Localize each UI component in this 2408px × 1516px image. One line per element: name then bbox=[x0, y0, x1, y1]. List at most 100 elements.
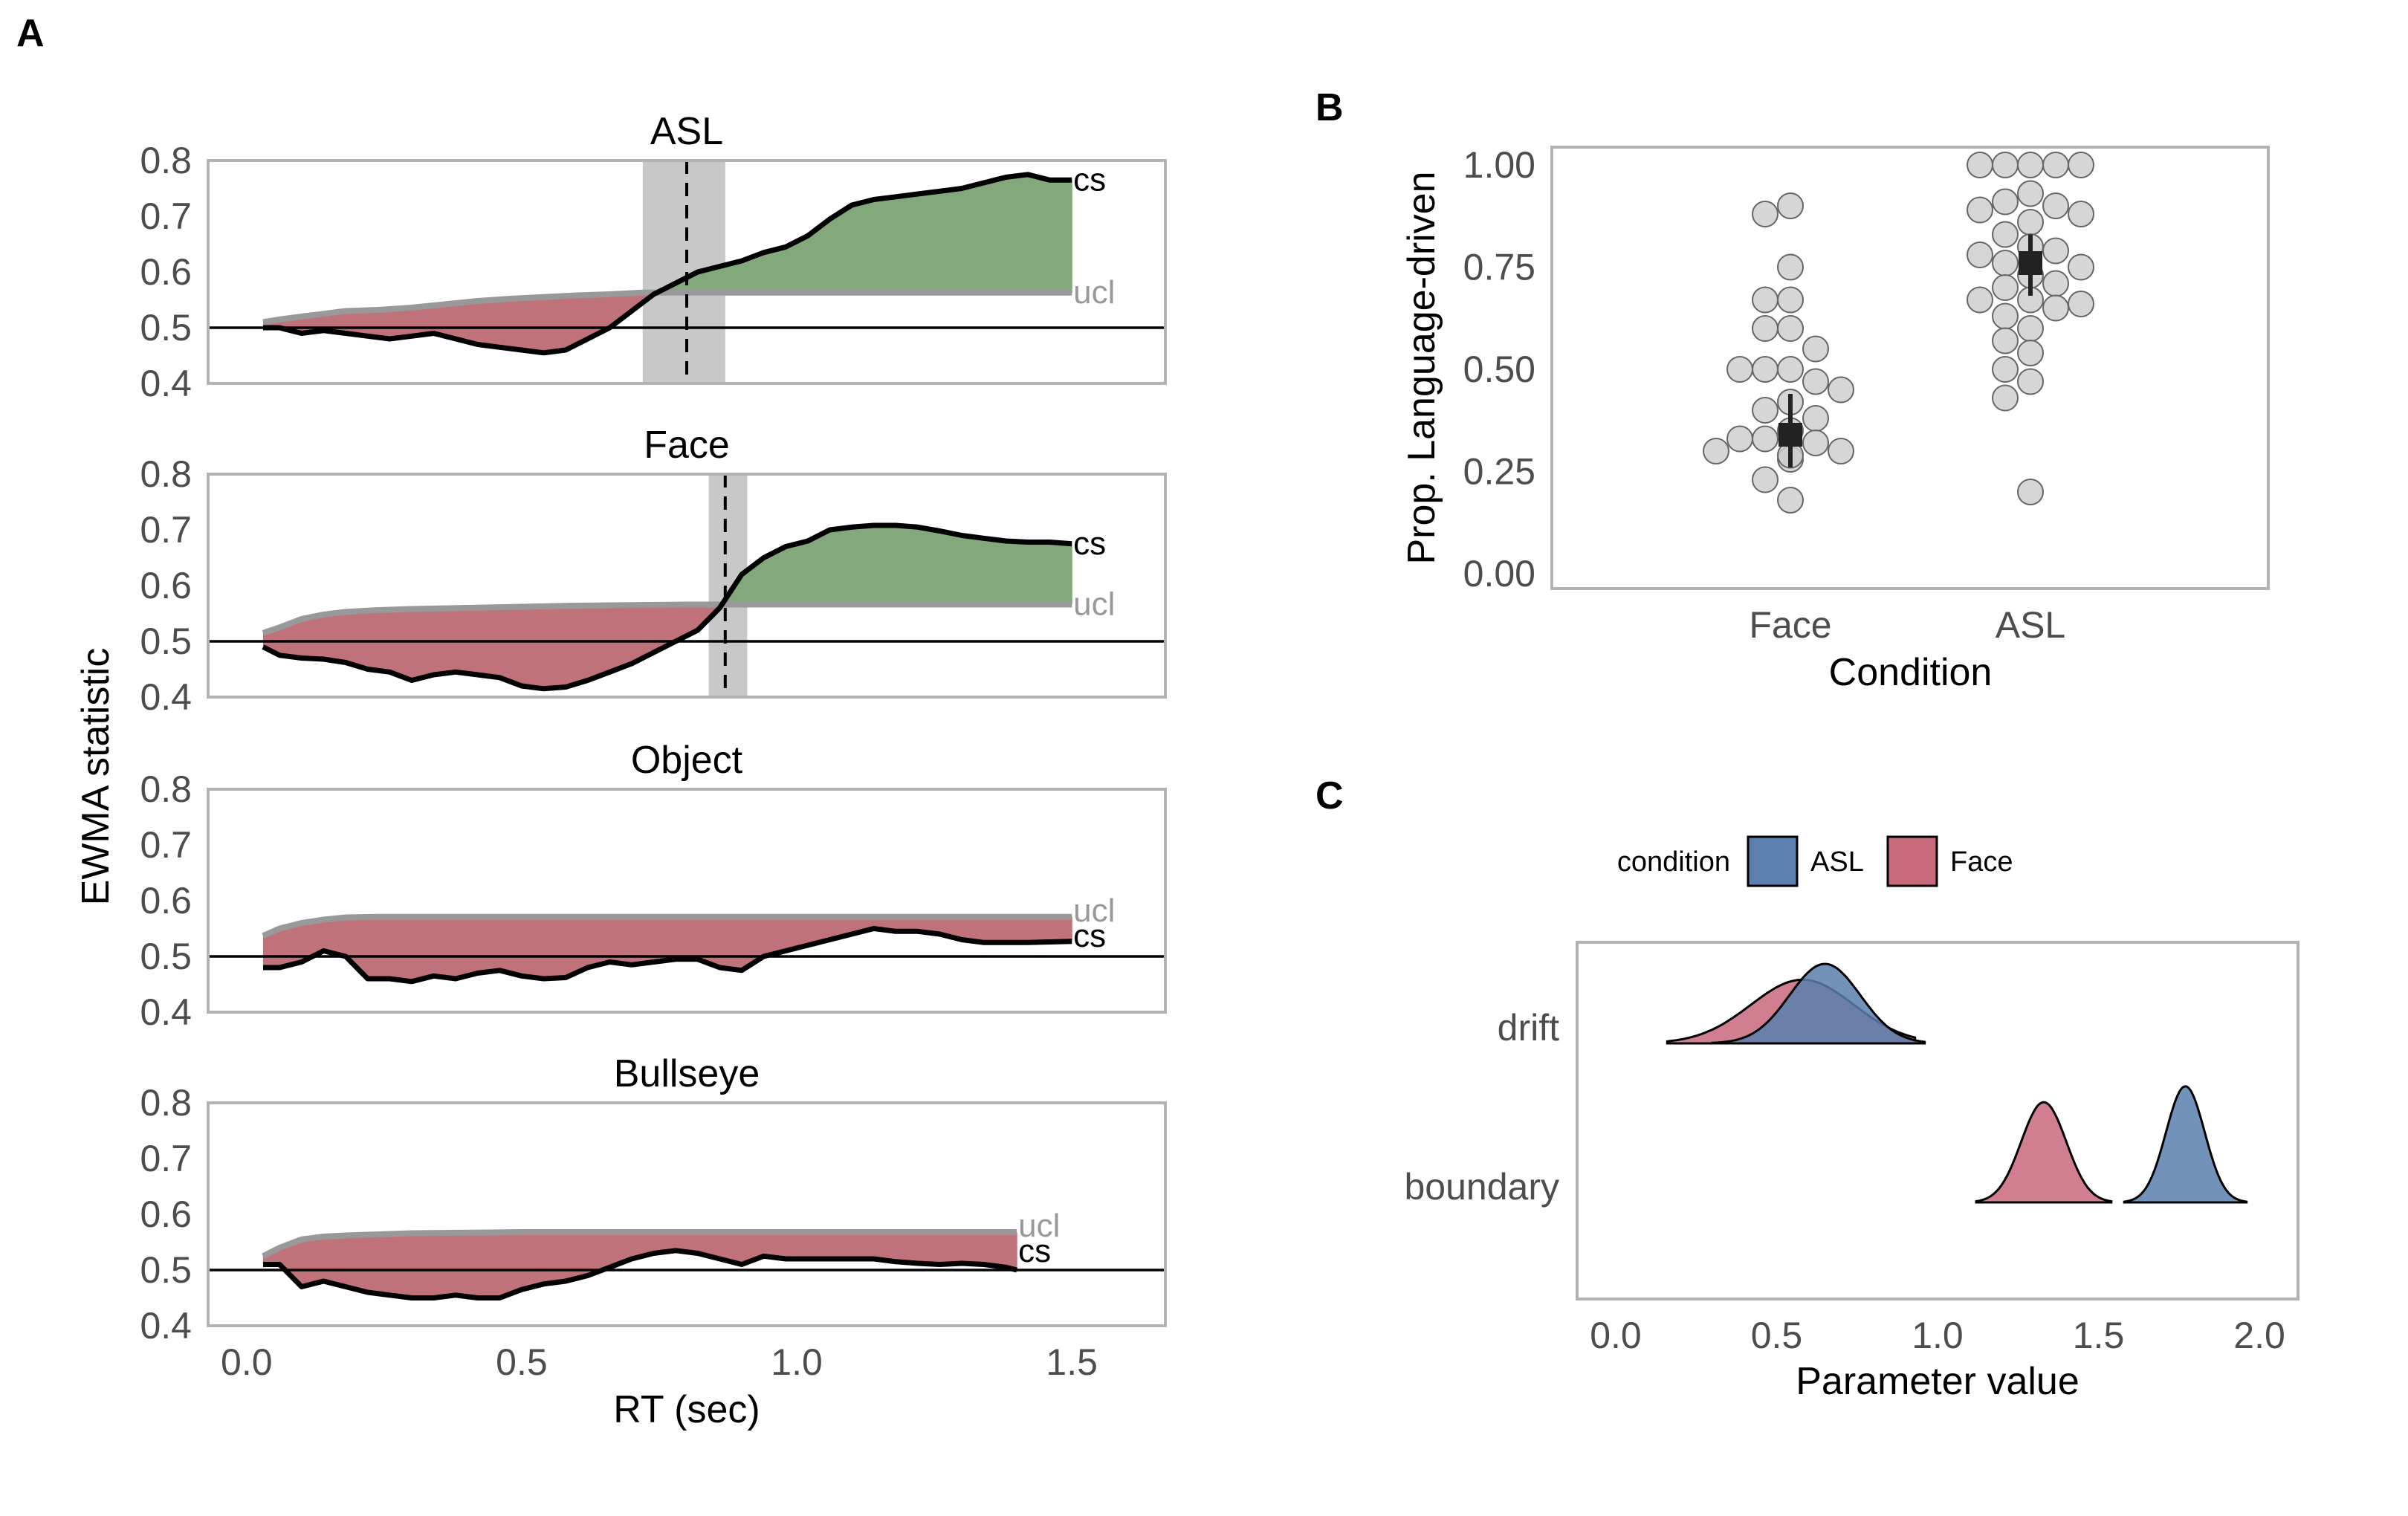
area-below-ucl bbox=[320, 615, 323, 659]
x-axis-title: RT (sec) bbox=[613, 1388, 760, 1431]
cs-label: cs bbox=[1018, 1233, 1051, 1269]
area-above-ucl bbox=[745, 258, 749, 293]
area-below-ucl bbox=[915, 916, 919, 932]
cs-label: cs bbox=[1073, 918, 1106, 954]
area-below-ucl bbox=[517, 1232, 520, 1292]
area-below-ucl bbox=[508, 299, 512, 349]
area-below-ucl bbox=[338, 612, 342, 662]
area-below-ucl bbox=[338, 1235, 342, 1286]
area-below-ucl bbox=[759, 916, 763, 959]
area-below-ucl bbox=[867, 916, 870, 930]
area-below-ucl bbox=[653, 1232, 656, 1254]
area-above-ucl bbox=[724, 265, 728, 293]
area-below-ucl bbox=[876, 1232, 879, 1260]
area-above-ucl bbox=[964, 187, 968, 293]
legend-label-asl: ASL bbox=[1810, 846, 1864, 878]
area-below-ucl bbox=[800, 1232, 804, 1259]
area-above-ucl bbox=[934, 530, 938, 605]
area-below-ucl bbox=[567, 606, 572, 687]
area-below-ucl bbox=[573, 295, 577, 346]
legend: condition ASL Face bbox=[1617, 835, 2013, 887]
area-above-ucl bbox=[759, 559, 763, 605]
area-below-ucl bbox=[910, 916, 913, 932]
data-point bbox=[1992, 327, 2019, 354]
area-below-ucl bbox=[424, 1233, 427, 1298]
area-above-ucl bbox=[958, 534, 962, 605]
area-below-ucl bbox=[308, 1238, 311, 1286]
area-above-ucl bbox=[721, 265, 725, 293]
area-below-ucl bbox=[368, 310, 372, 337]
area-above-ucl bbox=[928, 528, 933, 605]
y-tick-label: 0.5 bbox=[140, 1249, 192, 1291]
area-below-ucl bbox=[416, 1233, 420, 1298]
area-below-ucl bbox=[607, 1232, 611, 1269]
area-below-ucl bbox=[968, 1232, 972, 1264]
data-point bbox=[1992, 274, 2019, 301]
area-above-ucl bbox=[1023, 542, 1027, 605]
area-above-ucl bbox=[797, 239, 800, 293]
area-below-ucl bbox=[451, 916, 456, 979]
area-below-ucl bbox=[632, 916, 636, 965]
area-below-ucl bbox=[762, 916, 766, 958]
area-above-ucl bbox=[832, 529, 835, 605]
area-below-ucl bbox=[584, 1232, 588, 1277]
area-below-ucl bbox=[966, 1232, 970, 1264]
area-below-ucl bbox=[320, 1237, 324, 1282]
area-below-ucl bbox=[389, 308, 393, 339]
area-below-ucl bbox=[734, 916, 738, 970]
area-above-ucl bbox=[807, 540, 811, 605]
area-below-ucl bbox=[651, 604, 655, 654]
area-below-ucl bbox=[595, 294, 598, 336]
area-below-ucl bbox=[530, 606, 534, 687]
area-above-ucl bbox=[988, 181, 991, 293]
area-below-ucl bbox=[430, 305, 434, 334]
area-above-ucl bbox=[1026, 542, 1029, 605]
area-below-ucl bbox=[459, 1232, 462, 1296]
area-below-ucl bbox=[330, 613, 334, 661]
area-below-ucl bbox=[586, 605, 590, 681]
area-above-ucl bbox=[958, 188, 962, 293]
area-above-ucl bbox=[732, 262, 736, 293]
area-above-ucl bbox=[835, 528, 838, 605]
area-above-ucl bbox=[994, 539, 997, 605]
area-below-ucl bbox=[928, 916, 933, 933]
area-below-ucl bbox=[961, 916, 965, 940]
area-below-ucl bbox=[726, 916, 731, 969]
area-above-ucl bbox=[1007, 176, 1011, 293]
area-above-ucl bbox=[754, 255, 757, 293]
area-below-ucl bbox=[482, 1232, 485, 1298]
area-above-ucl bbox=[953, 534, 957, 605]
area-below-ucl bbox=[479, 916, 482, 974]
data-point bbox=[1992, 221, 2019, 248]
area-below-ucl bbox=[343, 311, 348, 334]
area-below-ucl bbox=[290, 925, 294, 965]
area-below-ucl bbox=[901, 1232, 904, 1263]
area-below-ucl bbox=[624, 293, 628, 317]
area-above-ucl bbox=[888, 525, 892, 605]
area-below-ucl bbox=[991, 916, 994, 943]
panel-a-tag: A bbox=[16, 12, 45, 55]
area-below-ucl bbox=[363, 310, 366, 336]
area-below-ucl bbox=[363, 1234, 367, 1292]
area-above-ucl bbox=[950, 533, 954, 605]
area-below-ucl bbox=[453, 1232, 457, 1295]
area-below-ucl bbox=[994, 916, 997, 943]
area-below-ucl bbox=[352, 917, 355, 966]
y-tick-label: 1.00 bbox=[1463, 144, 1535, 186]
area-above-ucl bbox=[1069, 180, 1072, 293]
data-point bbox=[2068, 291, 2094, 317]
area-below-ucl bbox=[580, 1232, 583, 1278]
area-below-ucl bbox=[786, 916, 789, 951]
area-below-ucl bbox=[279, 927, 282, 968]
area-below-ucl bbox=[729, 916, 733, 970]
cs-label: cs bbox=[1073, 161, 1106, 198]
area-below-ucl bbox=[353, 1235, 357, 1290]
area-above-ucl bbox=[945, 532, 948, 605]
area-below-ucl bbox=[298, 923, 302, 963]
area-above-ucl bbox=[926, 528, 930, 605]
area-below-ucl bbox=[651, 916, 655, 962]
area-below-ucl bbox=[306, 921, 310, 960]
area-below-ucl bbox=[343, 1235, 347, 1287]
area-above-ucl bbox=[931, 529, 935, 605]
area-above-ucl bbox=[797, 542, 800, 605]
